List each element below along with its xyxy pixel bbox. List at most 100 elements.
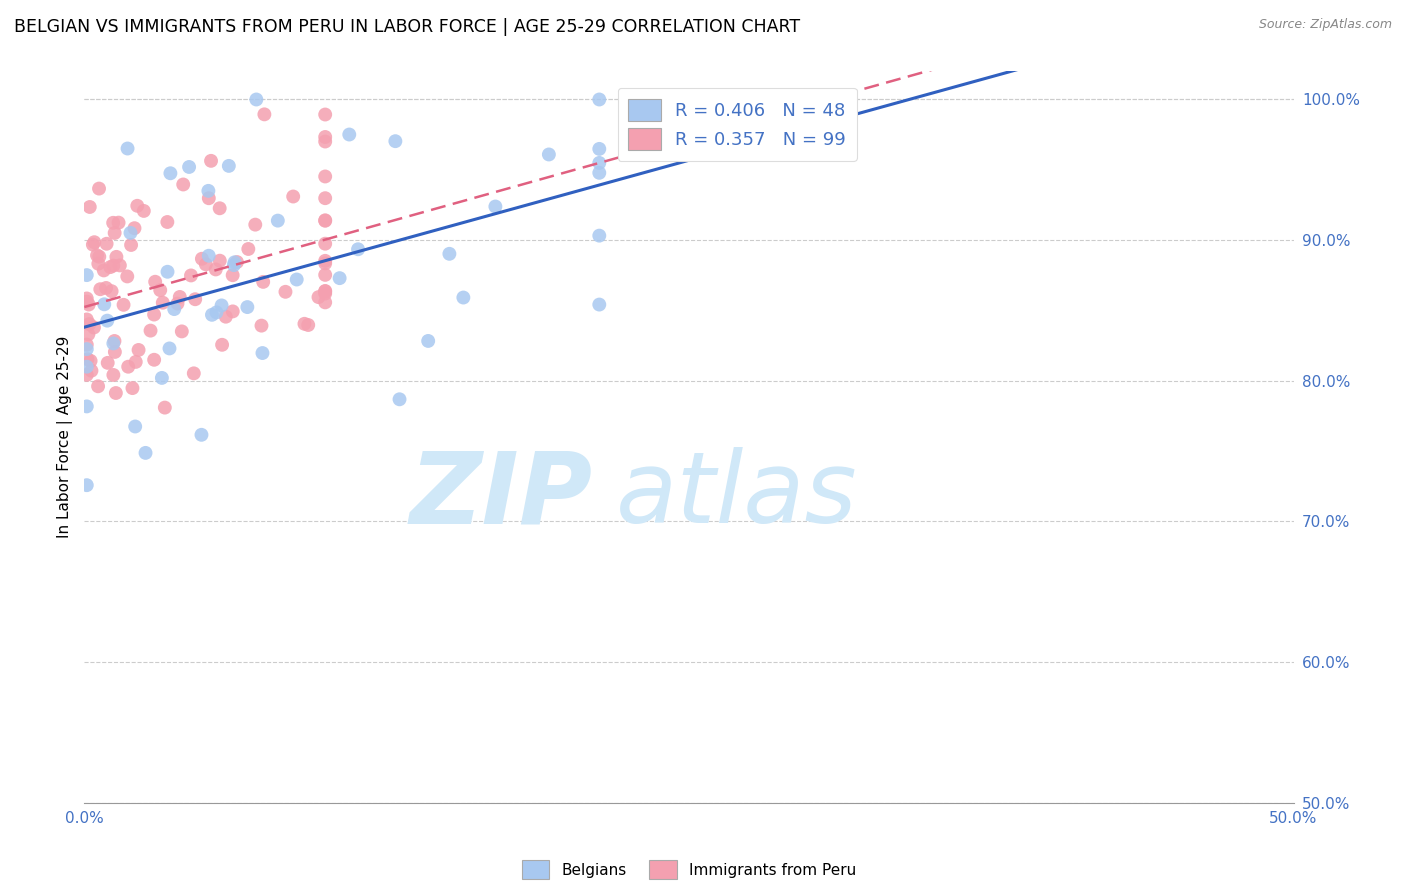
Point: [218, 159, 240, 173]
Point: [103, 334, 125, 348]
Point: [588, 166, 610, 180]
Legend: Belgians, Immigrants from Peru: Belgians, Immigrants from Peru: [516, 855, 862, 885]
Point: [120, 226, 142, 240]
Point: [183, 367, 205, 381]
Point: [245, 93, 267, 107]
Point: [226, 255, 249, 269]
Point: [184, 292, 207, 306]
Point: [197, 184, 219, 198]
Point: [200, 153, 222, 168]
Point: [337, 128, 360, 142]
Point: [197, 249, 219, 263]
Point: [439, 247, 461, 261]
Point: [83, 235, 105, 250]
Point: [156, 265, 179, 279]
Text: BELGIAN VS IMMIGRANTS FROM PERU IN LABOR FORCE | AGE 25-29 CORRELATION CHART: BELGIAN VS IMMIGRANTS FROM PERU IN LABOR…: [14, 18, 800, 36]
Point: [76, 294, 98, 309]
Point: [112, 298, 135, 312]
Point: [484, 200, 506, 214]
Point: [245, 218, 267, 232]
Point: [347, 242, 370, 256]
Point: [89, 250, 111, 264]
Point: [314, 285, 336, 299]
Point: [388, 392, 411, 407]
Point: [215, 310, 238, 324]
Point: [314, 213, 336, 227]
Point: [170, 325, 193, 339]
Point: [124, 221, 146, 235]
Point: [104, 226, 127, 240]
Point: [107, 216, 129, 230]
Point: [86, 248, 108, 262]
Point: [87, 379, 110, 393]
Point: [314, 286, 336, 301]
Point: [308, 290, 330, 304]
Point: [314, 253, 336, 268]
Point: [253, 107, 276, 121]
Point: [124, 419, 146, 434]
Point: [314, 135, 336, 149]
Point: [82, 237, 104, 252]
Point: [172, 178, 194, 192]
Point: [135, 446, 157, 460]
Point: [190, 427, 212, 442]
Point: [314, 191, 336, 205]
Point: [98, 260, 121, 274]
Point: [79, 200, 101, 214]
Point: [588, 156, 610, 170]
Point: [76, 268, 98, 282]
Text: ZIP: ZIP: [409, 447, 592, 544]
Point: [314, 107, 336, 121]
Point: [153, 401, 176, 415]
Point: [211, 338, 233, 352]
Point: [103, 336, 125, 351]
Point: [250, 318, 273, 333]
Point: [267, 213, 290, 227]
Point: [208, 201, 231, 215]
Point: [224, 255, 246, 269]
Point: [283, 189, 305, 203]
Point: [205, 305, 228, 319]
Point: [453, 291, 475, 305]
Point: [80, 364, 103, 378]
Point: [236, 300, 259, 314]
Point: [238, 242, 260, 256]
Point: [120, 238, 142, 252]
Point: [588, 228, 610, 243]
Point: [132, 203, 155, 218]
Point: [274, 285, 297, 299]
Point: [125, 355, 148, 369]
Point: [103, 368, 125, 382]
Point: [204, 262, 226, 277]
Point: [314, 236, 336, 251]
Point: [169, 290, 191, 304]
Point: [201, 308, 224, 322]
Point: [94, 281, 117, 295]
Point: [104, 345, 127, 359]
Point: [198, 191, 221, 205]
Point: [79, 317, 101, 331]
Point: [76, 478, 98, 492]
Point: [76, 359, 98, 374]
Text: Source: ZipAtlas.com: Source: ZipAtlas.com: [1258, 18, 1392, 31]
Point: [100, 284, 122, 298]
Point: [77, 327, 100, 342]
Point: [87, 181, 110, 195]
Point: [143, 275, 166, 289]
Point: [96, 313, 118, 327]
Point: [128, 343, 150, 357]
Point: [83, 320, 105, 334]
Point: [222, 304, 245, 318]
Point: [329, 271, 352, 285]
Point: [588, 297, 610, 311]
Point: [588, 142, 610, 156]
Point: [166, 296, 188, 310]
Point: [152, 295, 174, 310]
Point: [194, 257, 217, 271]
Point: [117, 141, 139, 155]
Point: [294, 317, 316, 331]
Point: [139, 324, 162, 338]
Y-axis label: In Labor Force | Age 25-29: In Labor Force | Age 25-29: [58, 336, 73, 538]
Point: [93, 263, 115, 277]
Point: [76, 312, 98, 326]
